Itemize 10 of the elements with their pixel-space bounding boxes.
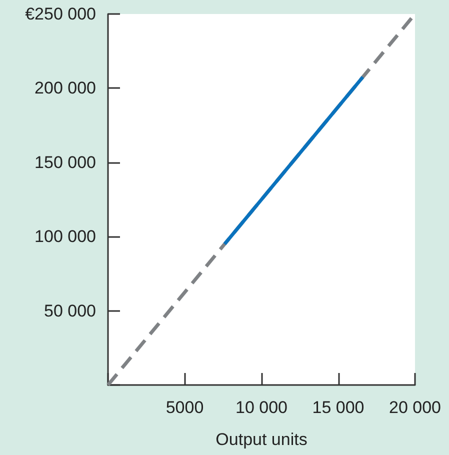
x-tick-label: 15 000 — [312, 398, 364, 417]
y-tick-label: €250 000 — [25, 4, 96, 24]
x-tick-label: 5000 — [166, 398, 204, 417]
y-tick-label: 50 000 — [44, 301, 96, 320]
y-tick-label: 150 000 — [34, 152, 96, 172]
y-tick-label: 200 000 — [34, 78, 96, 98]
x-axis-title: Output units — [216, 430, 308, 449]
x-tick-label: 20 000 — [389, 398, 441, 417]
y-tick-label: 100 000 — [34, 227, 96, 246]
x-tick-label: 10 000 — [236, 398, 288, 417]
